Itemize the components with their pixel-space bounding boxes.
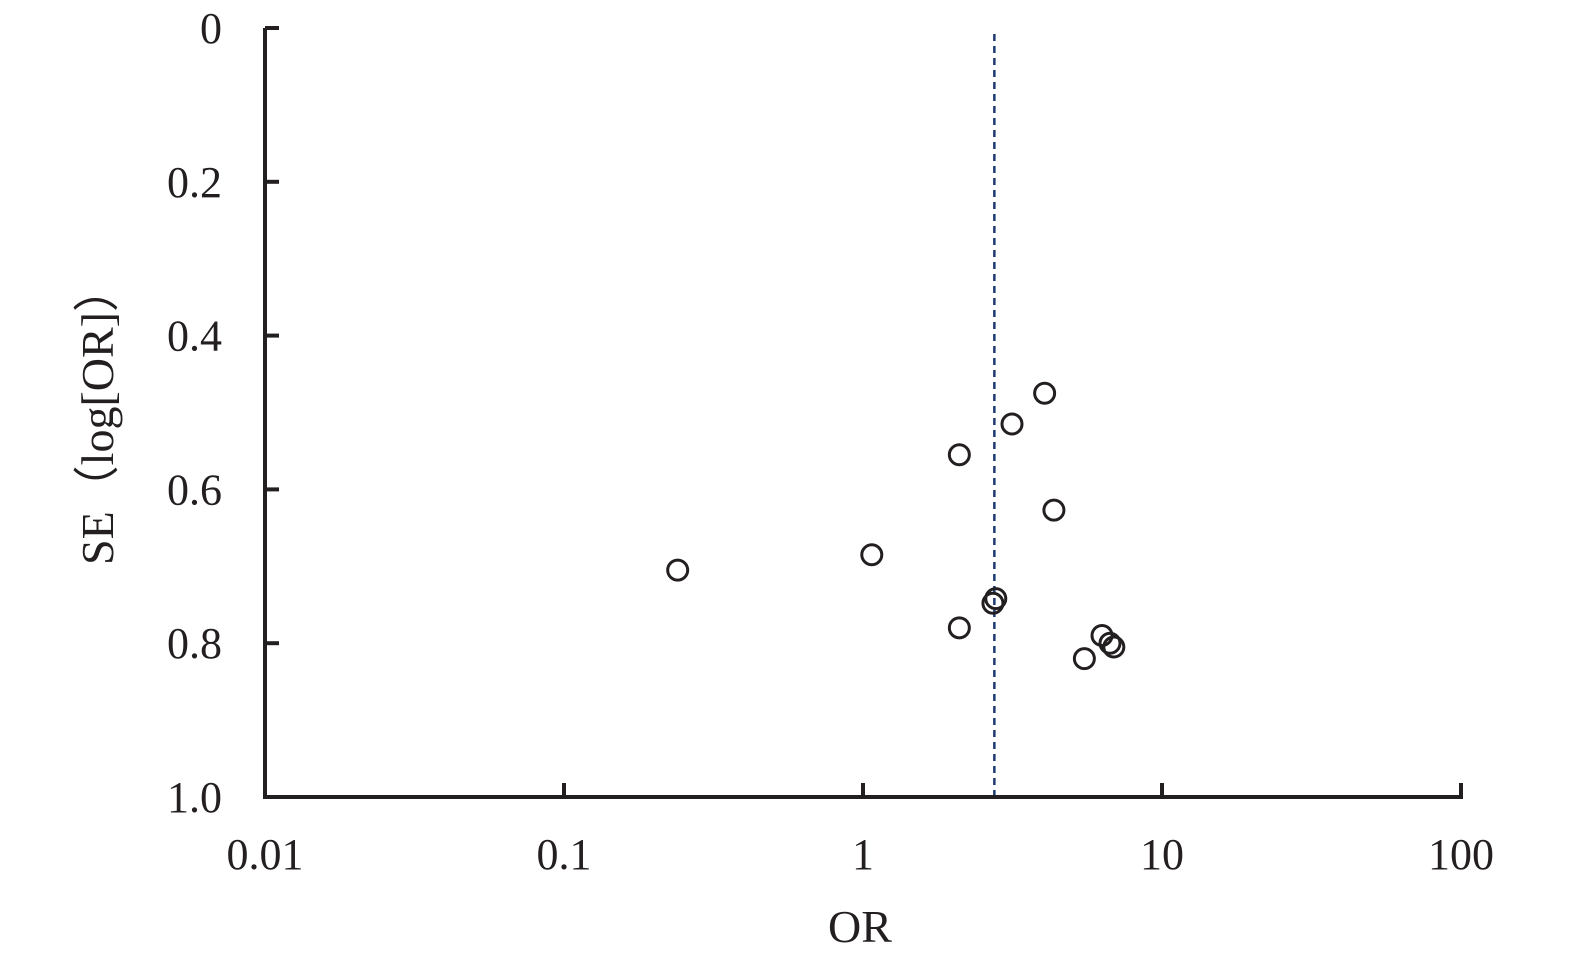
data-point: [947, 443, 971, 467]
y-tick-label: 0.8: [167, 619, 222, 668]
data-point: [1000, 412, 1024, 436]
y-axis: 0 0.2 0.4 0.6 0.8 1.0: [167, 4, 279, 822]
data-point: [1033, 381, 1057, 405]
x-tick-label: 100: [1428, 830, 1494, 879]
y-tick-label: 0.6: [167, 465, 222, 514]
y-tick-label: 0.2: [167, 158, 222, 207]
x-tick-label: 0.1: [537, 830, 592, 879]
x-axis-title: OR: [828, 901, 892, 952]
x-tick-label: 0.01: [227, 830, 304, 879]
data-point: [1102, 635, 1126, 659]
data-point: [1042, 498, 1066, 522]
y-tick-label: 1.0: [167, 773, 222, 822]
data-point: [860, 543, 884, 567]
data-point: [1098, 631, 1122, 655]
data-point: [1072, 647, 1096, 671]
data-point: [947, 616, 971, 640]
y-axis-title: SE（log[OR]）: [72, 266, 123, 565]
data-point: [1090, 624, 1114, 648]
x-tick-label: 10: [1140, 830, 1184, 879]
data-point: [984, 587, 1008, 611]
x-tick-label: 1: [852, 830, 874, 879]
data-points: [666, 381, 1126, 671]
data-point: [666, 558, 690, 582]
y-tick-label: 0: [200, 4, 222, 53]
x-axis: 0.01 0.1 1 10 100: [227, 783, 1494, 879]
y-tick-label: 0.4: [167, 312, 222, 361]
